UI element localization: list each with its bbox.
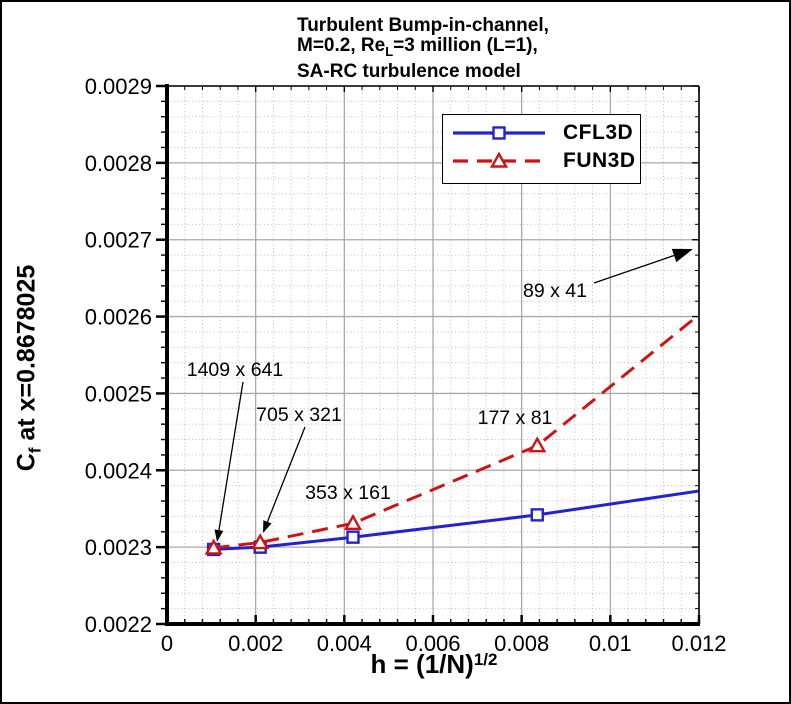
- chart-title-line1: Turbulent Bump-in-channel,: [297, 15, 549, 36]
- annotation-label: 89 x 41: [523, 280, 587, 302]
- y-tick-label: 0.0028: [85, 151, 152, 176]
- y-tick-label: 0.0029: [85, 74, 152, 99]
- x-tick-label: 0.002: [228, 631, 283, 656]
- y-tick-label: 0.0023: [85, 535, 152, 560]
- y-axis-title: Cf at x=0.8678025: [12, 264, 45, 472]
- legend-item-cfl3d: CFL3D: [449, 120, 633, 146]
- series-line-cfl3d: [213, 489, 699, 551]
- x-tick-label: 0: [161, 631, 173, 656]
- y-tick-label: 0.0027: [85, 228, 152, 253]
- series-markers-fun3d: [204, 436, 547, 555]
- y-tick-label: 0.0026: [85, 305, 152, 330]
- legend-sample-line-fun3d: [453, 151, 545, 168]
- legend-item-fun3d: FUN3D: [449, 148, 636, 174]
- x-tick-label: 0.012: [671, 631, 726, 656]
- series-line-fun3d: [213, 312, 699, 550]
- tick-marks: [156, 84, 701, 626]
- legend-label-cfl3d: CFL3D: [563, 121, 634, 144]
- annotation-label: 1409 x 641: [187, 359, 284, 381]
- annotation-label: 705 x 321: [256, 404, 342, 426]
- x-tick-label: 0.008: [494, 631, 549, 656]
- y-tick-label: 0.0024: [85, 458, 152, 483]
- legend-sample-line-cfl3d: [453, 126, 545, 140]
- legend: CFL3D FUN3D: [442, 114, 641, 184]
- chart-title-line3: SA-RC turbulence model: [297, 60, 521, 82]
- chart-title-line2: M=0.2, ReL=3 million (L=1),: [297, 35, 538, 59]
- x-tick-label: 0.01: [589, 631, 632, 656]
- annotations: 1409 x 641 705 x 321 353 x 161 177 x 81 89 x…: [187, 248, 693, 542]
- x-axis-title: h = (1/N)1/2: [370, 649, 498, 679]
- legend-label-fun3d: FUN3D: [563, 149, 636, 172]
- x-tick-label: 0.006: [405, 631, 460, 656]
- y-tick-label: 0.0022: [85, 612, 152, 637]
- x-tick-label: 0.004: [317, 631, 372, 656]
- y-tick-label: 0.0025: [85, 381, 152, 406]
- annotation-label: 353 x 161: [305, 482, 391, 504]
- chart-title: Turbulent Bump-in-channel, M=0.2, ReL=3 …: [297, 16, 549, 82]
- annotation-label: 177 x 81: [478, 407, 553, 429]
